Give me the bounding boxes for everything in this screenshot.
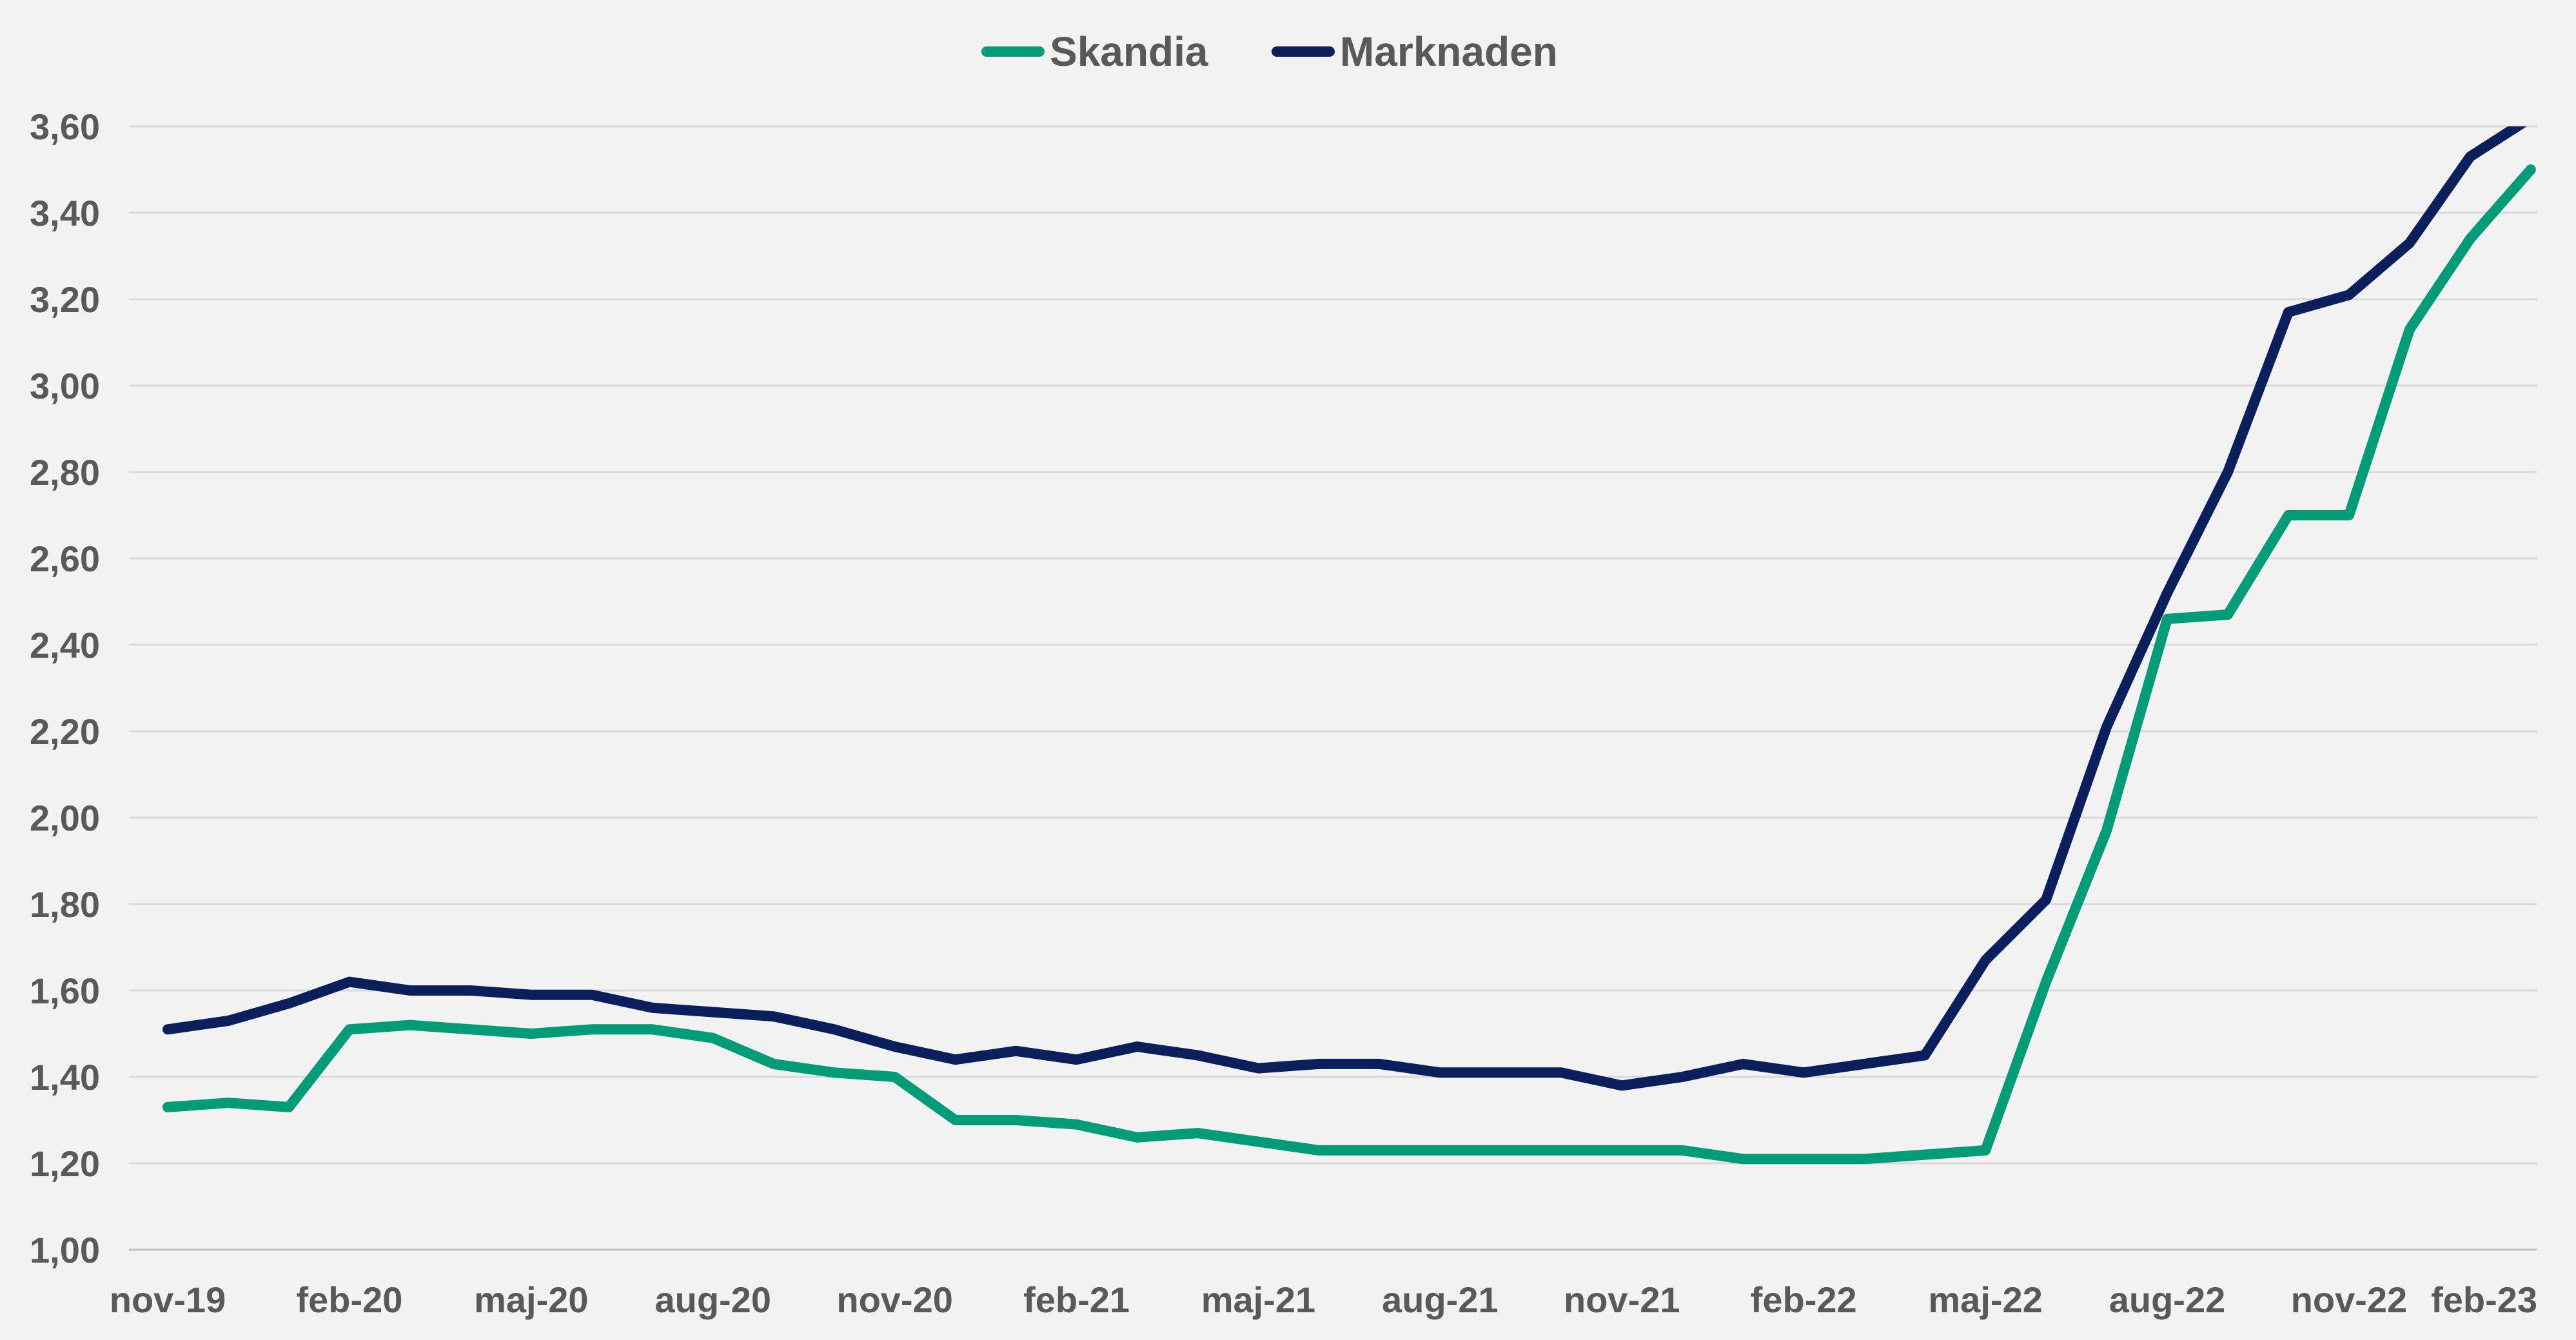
x-tick-label: aug-20 bbox=[654, 1279, 771, 1320]
y-tick-label: 1,60 bbox=[30, 971, 100, 1011]
x-tick-label: maj-20 bbox=[474, 1279, 588, 1320]
x-tick-label: feb-23 bbox=[2431, 1279, 2537, 1320]
y-tick-label: 2,60 bbox=[30, 538, 100, 579]
y-axis: 1,00 1,20 1,40 1,60 1,80 2,00 2,20 2,40 2,60 2,80… bbox=[30, 106, 100, 1270]
y-tick-label: 2,80 bbox=[30, 452, 100, 493]
y-tick-label: 1,20 bbox=[30, 1143, 100, 1184]
y-tick-label: 2,00 bbox=[30, 798, 100, 838]
x-axis: nov-19 feb-20 maj-20 aug-20 nov-20 feb-21 maj-… bbox=[110, 1248, 2537, 1320]
legend-item-skandia: Skandia bbox=[981, 28, 1208, 75]
x-tick-label: maj-21 bbox=[1201, 1279, 1315, 1320]
x-tick-label: nov-20 bbox=[836, 1279, 953, 1320]
y-tick-label: 1,80 bbox=[30, 884, 100, 925]
y-tick-label: 2,40 bbox=[30, 625, 100, 665]
y-tick-label: 1,00 bbox=[30, 1230, 100, 1270]
x-tick-label: feb-20 bbox=[296, 1279, 402, 1320]
series-line-skandia bbox=[162, 164, 2536, 1165]
x-tick-label: feb-22 bbox=[1751, 1279, 1857, 1320]
x-tick-label: aug-22 bbox=[2109, 1279, 2226, 1320]
series-line-marknaden bbox=[162, 126, 2527, 1091]
x-tick-label: nov-19 bbox=[110, 1279, 226, 1320]
legend: Skandia Marknaden bbox=[981, 28, 1558, 75]
x-tick-label: nov-21 bbox=[1564, 1279, 1680, 1320]
y-tick-label: 3,60 bbox=[30, 106, 100, 147]
legend-label: Marknaden bbox=[1340, 28, 1558, 75]
x-tick-label: nov-22 bbox=[2291, 1279, 2408, 1320]
x-tick-label: aug-21 bbox=[1382, 1279, 1499, 1320]
y-tick-label: 3,20 bbox=[30, 279, 100, 320]
y-tick-label: 2,20 bbox=[30, 711, 100, 752]
x-tick-label: maj-22 bbox=[1928, 1279, 2042, 1320]
legend-item-marknaden: Marknaden bbox=[1272, 28, 1558, 75]
gridlines bbox=[129, 125, 2537, 1251]
x-tick-label: feb-21 bbox=[1023, 1279, 1130, 1320]
series-group bbox=[162, 126, 2536, 1165]
y-tick-label: 3,40 bbox=[30, 193, 100, 233]
y-tick-label: 1,40 bbox=[30, 1057, 100, 1098]
y-tick-label: 3,00 bbox=[30, 366, 100, 406]
legend-label: Skandia bbox=[1050, 28, 1208, 75]
